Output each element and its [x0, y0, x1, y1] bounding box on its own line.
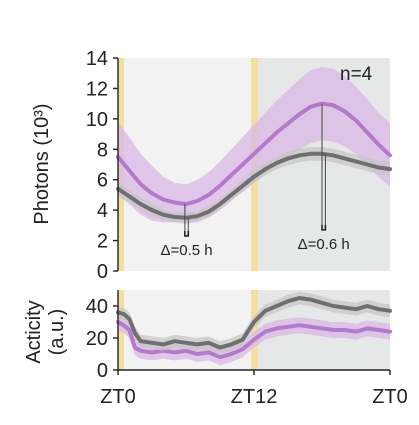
activity-line-grey — [116, 296, 392, 350]
bottom-panel: 0 20 40 Acticity (a.u.) — [23, 290, 392, 382]
activity-y-axis-title-line1: Acticity — [23, 300, 45, 363]
y-tick-label: 0 — [97, 360, 108, 382]
photons-line-grey — [116, 151, 392, 220]
y-tick-label: 4 — [97, 200, 108, 222]
activity-line-purple — [116, 320, 392, 360]
photons-line-purple — [116, 101, 392, 207]
y-tick-label: 14 — [86, 48, 108, 70]
zt12-marker-line — [251, 290, 258, 370]
activity-series-group — [116, 291, 392, 366]
x-tick-label: ZT0 — [100, 386, 136, 408]
peak-delta-bracket — [321, 224, 327, 231]
top-panel: Δ=0.5 h Δ=0.6 h 0 2 4 6 8 10 12 14 n=4 Photons (… — [31, 48, 392, 283]
y-tick-label: 0 — [97, 261, 108, 283]
peak-markers-group: Δ=0.5 h Δ=0.6 h — [160, 103, 350, 259]
peak-delta-label: Δ=0.5 h — [160, 242, 212, 259]
peak-delta-bracket — [184, 230, 190, 237]
x-axis: ZT0 ZT12 ZT0 — [100, 369, 408, 408]
y-tick-label: 8 — [97, 139, 108, 161]
photons-y-axis-title: Photons (10³) — [31, 103, 53, 224]
y-tick-label: 20 — [86, 328, 108, 350]
y-tick-label: 12 — [86, 78, 108, 100]
photons-y-axis: 0 2 4 6 8 10 12 14 — [86, 48, 119, 283]
y-tick-label: 6 — [97, 170, 108, 192]
x-tick-label: ZT12 — [231, 386, 278, 408]
activity-y-axis-title-line2: (a.u.) — [46, 309, 68, 356]
y-tick-label: 10 — [86, 109, 108, 131]
y-tick-label: 40 — [86, 296, 108, 318]
x-tick-label: ZT0 — [372, 386, 408, 408]
y-tick-label: 2 — [97, 231, 108, 253]
activity-y-axis: 0 20 40 — [86, 290, 119, 382]
peak-delta-label: Δ=0.6 h — [298, 236, 350, 253]
n-annotation: n=4 — [340, 64, 373, 85]
